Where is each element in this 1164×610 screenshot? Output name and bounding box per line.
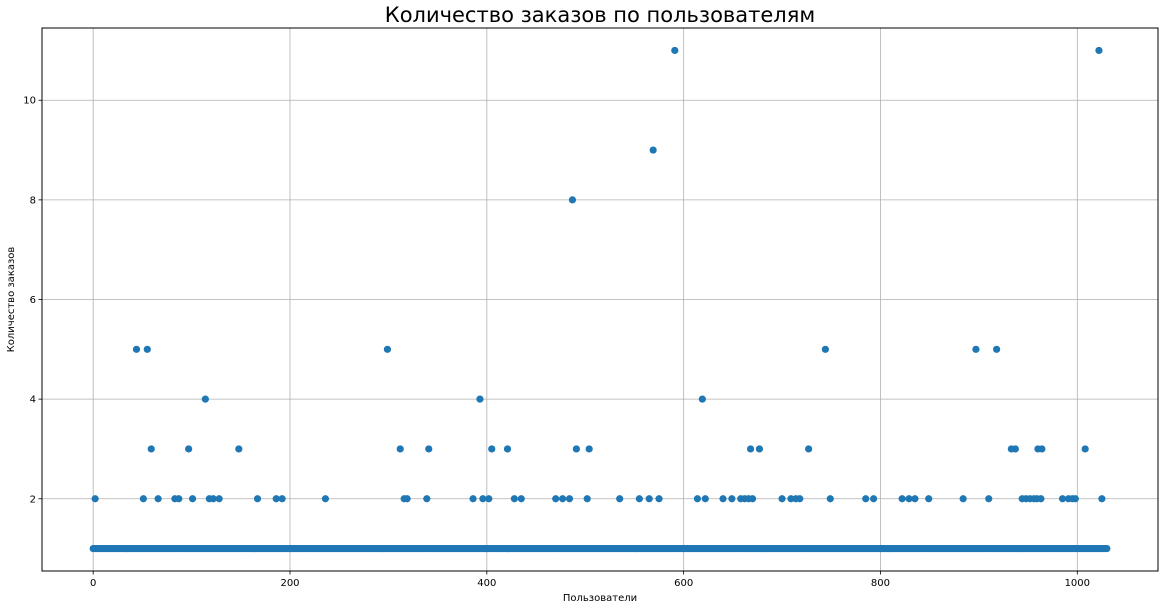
data-point <box>510 495 518 503</box>
data-point <box>905 495 913 503</box>
data-point <box>719 495 727 503</box>
y-tick-label: 8 <box>30 195 36 206</box>
data-point <box>649 146 657 154</box>
baseline-points <box>89 544 1111 553</box>
data-point <box>898 495 906 503</box>
data-point <box>147 445 155 453</box>
data-point <box>278 495 286 503</box>
data-point <box>517 495 525 503</box>
data-point <box>572 445 580 453</box>
data-point <box>787 495 795 503</box>
data-point <box>796 495 804 503</box>
x-tick-label: 0 <box>90 578 96 589</box>
data-point <box>154 495 162 503</box>
data-point <box>645 495 653 503</box>
grid <box>42 28 1158 571</box>
y-axis-ticks: 2 4 6 8 10 <box>23 96 42 505</box>
y-tick-label: 10 <box>23 96 36 107</box>
data-point <box>215 495 223 503</box>
data-point <box>568 196 577 204</box>
data-point <box>1038 445 1046 453</box>
data-point <box>635 495 643 503</box>
data-point <box>485 495 493 503</box>
data-point <box>552 495 560 503</box>
data-point <box>396 445 404 453</box>
data-point <box>746 445 755 453</box>
y-tick-label: 4 <box>30 395 36 406</box>
x-tick-label: 1000 <box>1065 578 1090 589</box>
data-point <box>972 345 980 353</box>
data-point <box>1011 445 1019 453</box>
data-point <box>911 495 919 503</box>
data-point <box>583 495 591 503</box>
data-point <box>423 495 431 503</box>
data-point <box>616 495 624 503</box>
data-point <box>862 495 870 503</box>
data-point <box>1098 495 1106 503</box>
data-point <box>701 495 709 503</box>
data-point <box>1037 495 1045 503</box>
data-point <box>585 445 593 453</box>
data-point <box>185 445 193 453</box>
data-point <box>143 345 151 353</box>
y-axis-label: Количество заказов <box>6 247 17 353</box>
y-tick-label: 2 <box>30 494 36 505</box>
data-point <box>826 495 834 503</box>
data-point <box>559 495 567 503</box>
chart-title: Количество заказов по пользователям <box>384 3 816 27</box>
data-point <box>693 495 702 503</box>
data-point <box>565 495 574 503</box>
data-point <box>91 495 99 503</box>
data-point <box>869 495 878 503</box>
x-tick-label: 400 <box>477 578 496 589</box>
data-point <box>188 495 197 503</box>
data-point <box>778 495 786 503</box>
data-point <box>925 495 933 503</box>
data-point <box>503 445 512 453</box>
data-point <box>476 395 484 403</box>
x-tick-label: 800 <box>871 578 890 589</box>
data-point <box>993 345 1001 353</box>
data-point <box>728 495 736 503</box>
data-point <box>1095 46 1103 55</box>
data-point <box>748 495 757 503</box>
data-point <box>139 495 147 503</box>
data-point <box>671 46 679 55</box>
data-point <box>201 395 209 403</box>
data-point <box>698 395 706 403</box>
data-point <box>821 345 829 353</box>
data-point <box>755 445 764 453</box>
data-point <box>479 495 487 503</box>
data-point <box>132 345 141 353</box>
y-tick-label: 6 <box>30 295 36 306</box>
x-tick-label: 600 <box>674 578 693 589</box>
data-point <box>253 495 262 503</box>
x-axis-label: Пользователи <box>563 593 637 604</box>
data-point <box>403 495 411 503</box>
data-point <box>272 495 280 503</box>
data-point <box>175 495 183 503</box>
x-tick-label: 200 <box>280 578 299 589</box>
data-point <box>321 495 330 503</box>
data-point <box>235 445 243 453</box>
data-point <box>488 445 496 453</box>
data-point <box>1103 544 1111 553</box>
data-point <box>959 495 967 503</box>
data-points <box>91 46 1106 503</box>
data-point <box>209 495 217 503</box>
data-point <box>805 445 813 453</box>
data-point <box>1081 445 1089 453</box>
data-point <box>469 495 477 503</box>
data-point <box>425 445 433 453</box>
x-axis-ticks: 0 200 400 600 800 1000 <box>90 571 1090 589</box>
data-point <box>655 495 663 503</box>
data-point <box>985 495 993 503</box>
data-point <box>383 345 392 353</box>
data-point <box>1058 495 1067 503</box>
data-point <box>1071 495 1079 503</box>
